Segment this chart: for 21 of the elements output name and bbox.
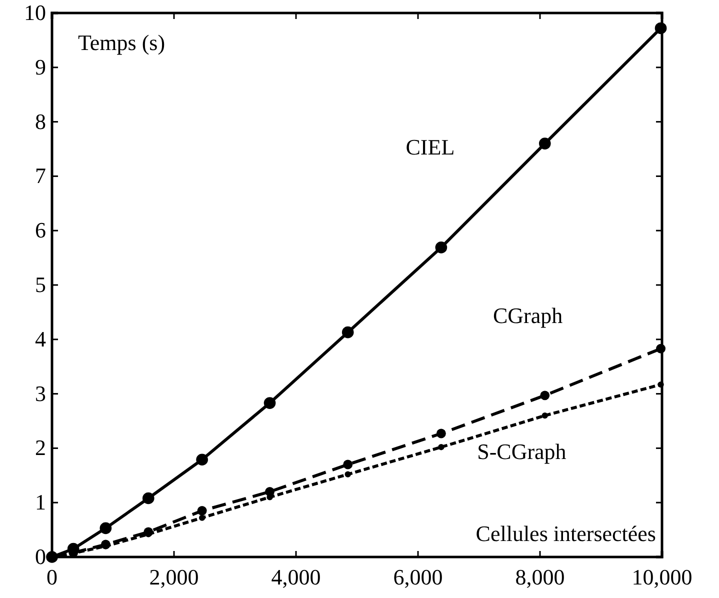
y-tick-label: 6 — [35, 218, 46, 243]
x-axis-title: Cellules intersectées — [476, 521, 656, 546]
y-tick-label: 7 — [35, 163, 46, 188]
y-axis-title: Temps (s) — [78, 30, 166, 55]
x-tick-label: 8,000 — [515, 564, 565, 590]
x-tick-label: 4,000 — [271, 564, 321, 590]
x-tick-label: 10,000 — [632, 564, 692, 590]
y-tick-label: 10 — [24, 0, 46, 26]
y-tick-label: 2 — [35, 435, 46, 460]
text: CGraph — [492, 303, 563, 328]
y-tick-label: 1 — [35, 490, 46, 515]
x-tick-label: 6,000 — [393, 564, 443, 590]
x-tick-label: 2,000 — [149, 564, 199, 590]
series-label: S-CGraph — [477, 439, 566, 464]
y-tick-label: 8 — [35, 108, 46, 134]
text: CIEL — [406, 134, 455, 160]
y-tick-label: 9 — [35, 54, 46, 80]
y-tick-label: 0 — [35, 544, 46, 570]
y-tick-label: 4 — [35, 326, 46, 352]
y-tick-label: 5 — [35, 272, 46, 298]
y-tick-label: 3 — [35, 380, 46, 406]
